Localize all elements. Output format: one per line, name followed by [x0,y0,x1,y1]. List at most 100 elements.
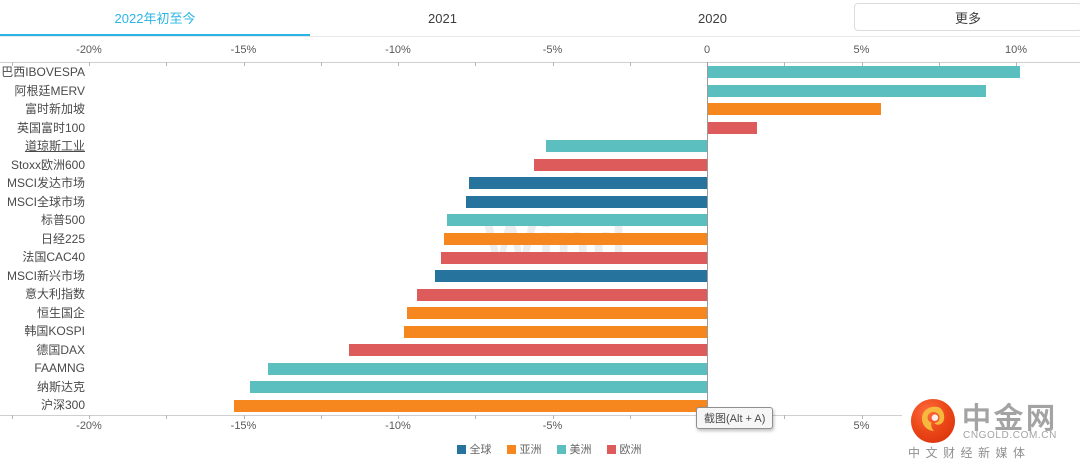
tab-2022-ytd[interactable]: 2022年初至今 [0,0,310,36]
category-label[interactable]: MSCI全球市场 [6,194,85,209]
axis-tick-label: -15% [230,420,257,432]
screenshot-tooltip-label: 截图(Alt + A) [704,413,766,425]
axis-tick [320,62,322,66]
bar [708,103,882,116]
logo-title: 中金网 [962,403,1059,435]
bar [435,270,707,283]
legend-label: 全球 [469,444,492,456]
legend-swatch [556,444,566,454]
bar [249,381,707,394]
screenshot-tooltip: 截图(Alt + A) [696,407,774,429]
axis-tick [629,415,631,419]
category-label[interactable]: 德国DAX [36,342,85,357]
category-label[interactable]: 英国富时100 [16,120,85,135]
tab-label: 2020 [698,10,727,26]
cngold-logo-icon [910,398,956,444]
axis-tick [861,415,863,419]
category-label[interactable]: FAAMNG [34,361,85,376]
bar [234,399,707,412]
axis-tick [166,415,168,419]
axis-tick [784,415,786,419]
bar [533,158,707,171]
axis-tick [11,62,13,66]
category-label[interactable]: 道琼斯工业 [24,139,85,154]
legend-swatch [606,444,616,454]
tab-2020[interactable]: 2020 [575,0,850,36]
logo-domain: CNGOLD.COM.CN [963,430,1057,441]
legend-label: 美洲 [569,444,592,456]
category-label[interactable]: MSCI发达市场 [6,176,85,191]
tab-label: 2022年初至今 [114,10,196,26]
legend-item[interactable]: 美洲 [556,441,592,457]
legend-item[interactable]: 全球 [456,441,492,457]
bar [268,362,707,375]
axis-tick [243,415,245,419]
category-label[interactable]: 意大利指数 [24,287,85,302]
more-button[interactable]: 更多 [854,3,1080,31]
tab-label: 2021 [428,10,457,26]
category-label[interactable]: 韩国KOSPI [24,324,85,339]
axis-tick [861,62,863,66]
bar [407,307,707,320]
category-label[interactable]: 日经225 [40,231,85,246]
axis-tick-label: 5% [853,44,870,56]
cngold-logo: 中金网 CNGOLD.COM.CN 中文财经新媒体 [902,394,1080,466]
axis-tick [784,62,786,66]
category-label[interactable]: 富时新加坡 [24,102,85,117]
category-label[interactable]: 标普500 [40,213,85,228]
axis-tick-label: 0 [703,44,711,56]
bar [444,233,707,245]
category-label[interactable]: 巴西IBOVESPA [1,65,85,79]
axis-tick [475,62,477,66]
axis-tick-label: -20% [76,420,102,432]
top-axis-line [0,62,1080,63]
legend-item[interactable]: 亚洲 [506,441,542,457]
axis-tick [475,415,477,419]
axis-tick-label: -20% [76,44,102,56]
bar [469,177,707,190]
legend-label: 亚洲 [519,444,542,456]
bar [546,140,707,153]
category-label[interactable]: Stoxx欧洲600 [10,157,85,172]
axis-tick-label: -10% [385,420,411,432]
logo-slogan: 中文财经新媒体 [908,446,1031,460]
bar [708,66,1021,79]
bar [465,195,707,208]
bar [348,344,707,357]
axis-tick-label: -5% [542,44,563,56]
axis-tick [629,62,631,66]
axis-tick [89,415,90,419]
bar [416,288,707,301]
bottom-axis-line [0,415,1080,416]
bar [404,325,707,338]
bar [441,251,707,264]
category-label[interactable]: 法国CAC40 [22,250,85,265]
axis-tick-label: -15% [230,44,257,56]
more-button-label: 更多 [954,10,981,26]
axis-tick-label: 5% [853,420,870,432]
axis-tick [398,415,399,419]
category-label[interactable]: 沪深300 [40,398,85,413]
axis-tick-label: 10% [1004,44,1028,56]
legend-label: 欧洲 [619,444,642,456]
axis-tick [166,62,168,66]
axis-tick [938,62,940,66]
bar [708,84,987,97]
axis-tick [552,415,554,419]
category-label[interactable]: 恒生国企 [36,305,85,320]
axis-tick [320,415,322,419]
legend-swatch [506,444,516,454]
axis-tick-label: -10% [385,44,411,56]
category-label[interactable]: MSCI新兴市场 [6,268,85,283]
tab-2021[interactable]: 2021 [310,0,575,36]
axis-tick-label: -5% [542,420,563,432]
bar [708,121,758,134]
axis-tick [552,62,554,66]
category-label[interactable]: 纳斯达克 [36,379,85,394]
zero-axis-line [707,62,708,416]
category-label[interactable]: 阿根廷MERV [14,83,85,98]
legend-item[interactable]: 欧洲 [606,441,642,457]
axis-tick [243,62,245,66]
